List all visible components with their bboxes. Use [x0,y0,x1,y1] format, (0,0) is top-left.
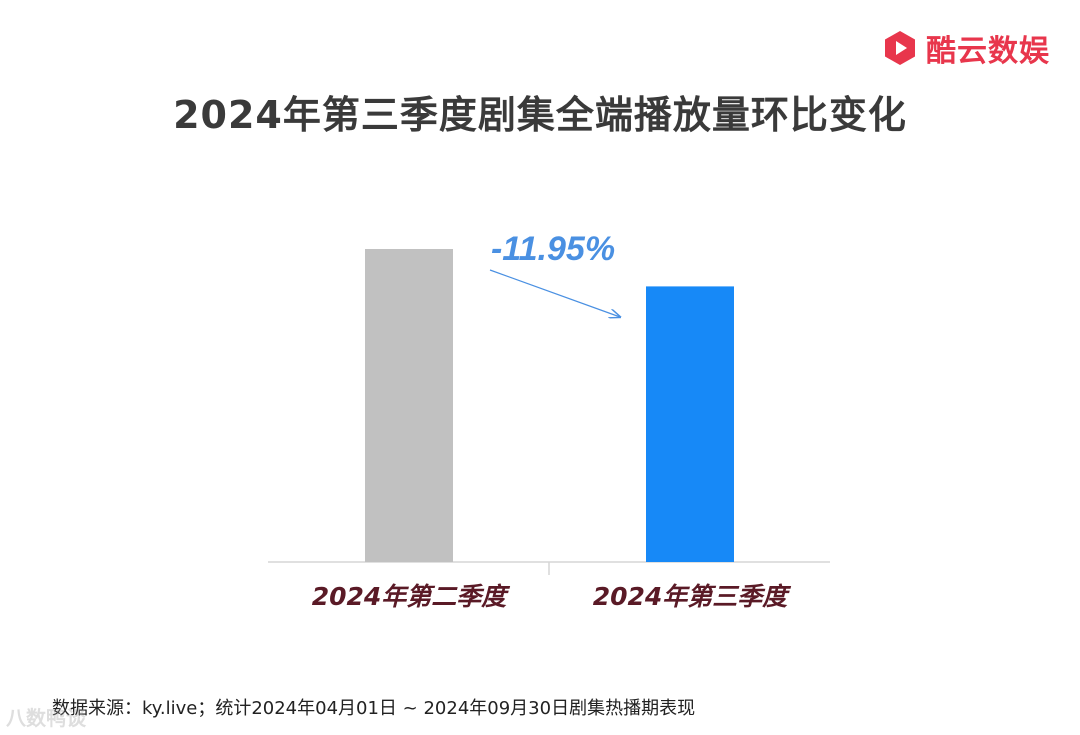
bar-2 [646,286,734,562]
change-annotation: -11.95% [491,230,615,268]
brand-logo: 酷云数娱 [882,26,1050,70]
watermark: 八数鸭谈 [6,706,86,730]
category-label-1: 2024年第二季度 [312,582,511,611]
category-label-2: 2024年第三季度 [593,582,792,611]
brand-name: 酷云数娱 [926,34,1050,69]
chart-title: 2024年第三季度剧集全端播放量环比变化 [173,93,907,137]
change-arrow [489,269,620,317]
bar-1 [365,249,453,562]
data-source-footnote: 数据来源：ky.live；统计2024年04月01日 ~ 2024年09月30日… [52,698,696,719]
play-logo-icon [885,31,915,65]
